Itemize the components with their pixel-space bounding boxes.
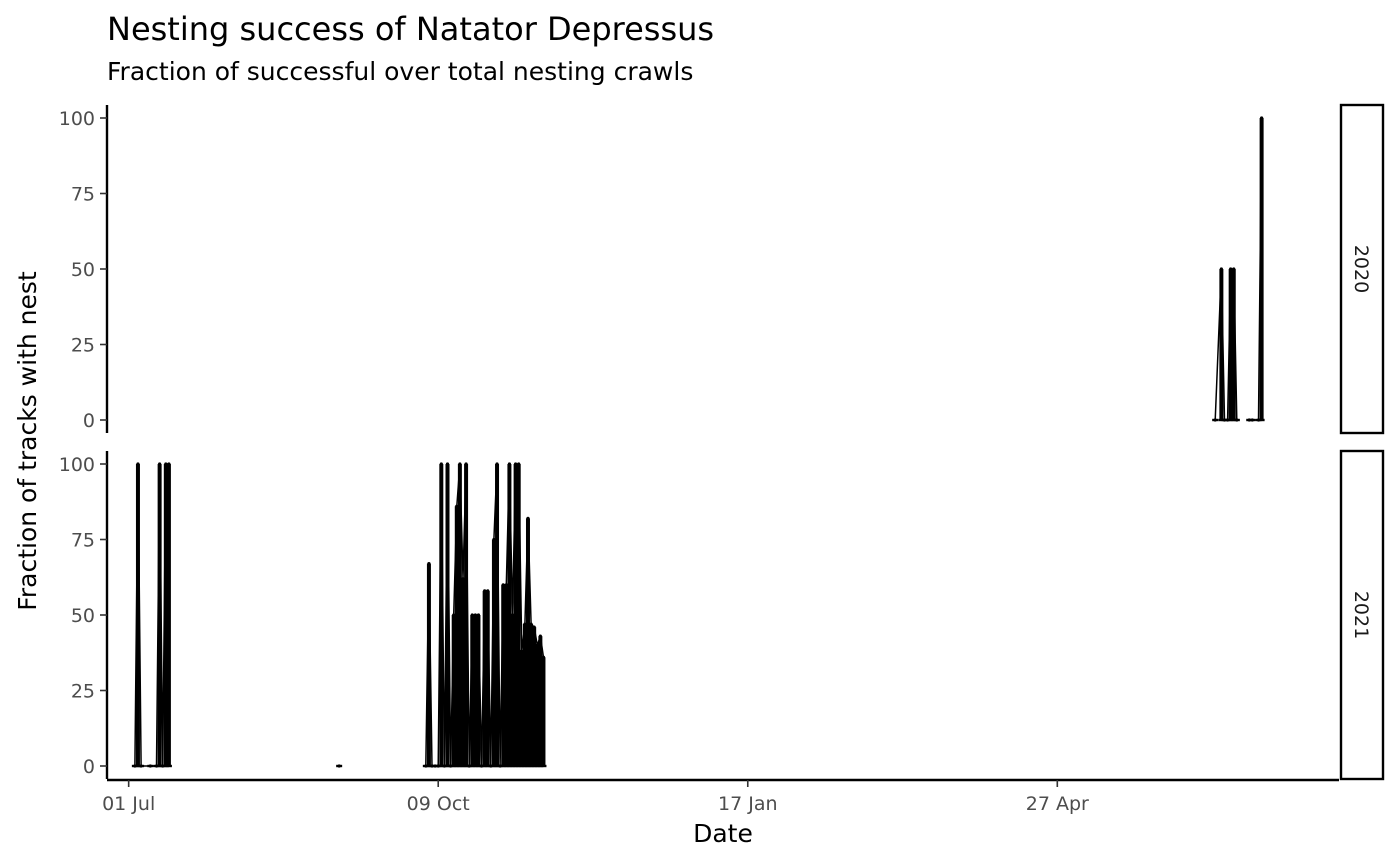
facet-strip xyxy=(1339,103,1385,435)
y-tick-label: 25 xyxy=(71,335,95,357)
facet-strip-label: 2021 xyxy=(1350,591,1372,639)
y-tick-label: 75 xyxy=(71,530,95,552)
y-tick-label: 50 xyxy=(71,259,95,281)
x-tick-label: 01 Jul xyxy=(102,793,155,815)
chart-subtitle: Fraction of successful over total nestin… xyxy=(107,57,694,86)
y-tick-label: 100 xyxy=(59,454,95,476)
y-tick-label: 0 xyxy=(83,410,95,432)
chart-title: Nesting success of Natator Depressus xyxy=(107,10,715,48)
facet-panel-2021: 0 25 50 75 100 2021 xyxy=(59,449,1385,781)
y-axis-title: Fraction of tracks with nest xyxy=(13,271,42,611)
x-axis: 01 Jul 09 Oct 17 Jan 27 Apr xyxy=(102,778,1339,815)
y-tick-label: 100 xyxy=(59,108,95,130)
y-tick-label: 25 xyxy=(71,681,95,703)
y-tick-label: 50 xyxy=(71,605,95,627)
facet-strip-label: 2020 xyxy=(1350,245,1372,293)
y-tick-label: 75 xyxy=(71,184,95,206)
series-line xyxy=(134,463,545,767)
x-axis-title: Date xyxy=(693,819,753,848)
facet-panels: 0 25 50 75 100 2020 0 25 50 75 100 2021 xyxy=(59,103,1385,781)
facet-panel-2020: 0 25 50 75 100 2020 xyxy=(59,103,1385,435)
x-tick-label: 09 Oct xyxy=(407,793,470,815)
x-tick-label: 27 Apr xyxy=(1026,793,1089,815)
y-tick-label: 0 xyxy=(83,756,95,778)
facet-strip xyxy=(1339,449,1385,781)
x-tick-label: 17 Jan xyxy=(718,793,778,815)
